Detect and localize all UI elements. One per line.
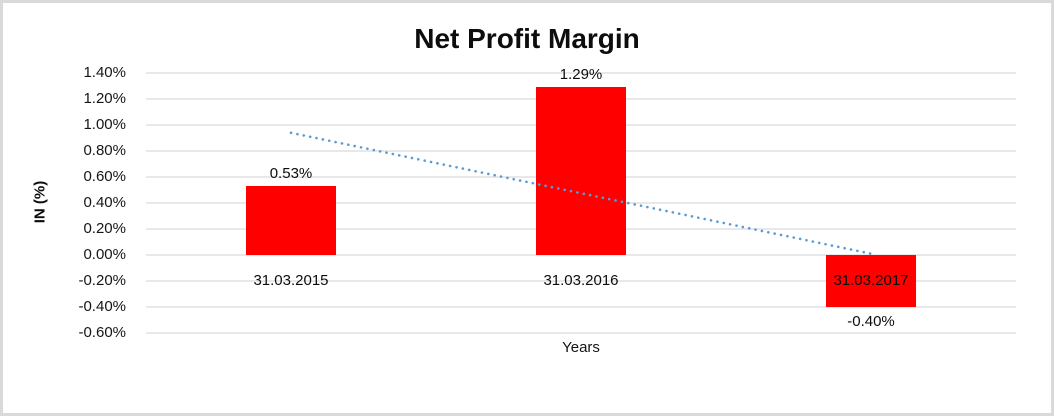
category-label: 31.03.2015 [253,272,329,289]
bar-series [3,3,1051,413]
y-tick-label: 0.00% [83,246,126,263]
y-tick-label: 0.80% [83,142,126,159]
y-tick-label: 1.40% [83,64,126,81]
bar-31.03.2016 [536,87,626,255]
category-label: 31.03.2017 [833,272,909,289]
y-tick-label: 0.20% [83,220,126,237]
y-tick-label: 1.20% [83,90,126,107]
y-tick-label: 0.40% [83,194,126,211]
y-tick-label: 0.60% [83,168,126,185]
y-tick-label: 1.00% [83,116,126,133]
x-axis-title: Years [562,339,600,356]
y-tick-label: -0.40% [78,298,126,315]
y-tick-label: -0.60% [78,324,126,341]
category-label: 31.03.2016 [543,272,619,289]
bar-31.03.2015 [246,186,336,255]
value-label: -0.40% [847,313,895,330]
value-label: 0.53% [269,165,313,183]
chart-title: Net Profit Margin [414,23,640,54]
value-label: 1.29% [559,66,603,84]
y-tick-label: -0.20% [78,272,126,289]
